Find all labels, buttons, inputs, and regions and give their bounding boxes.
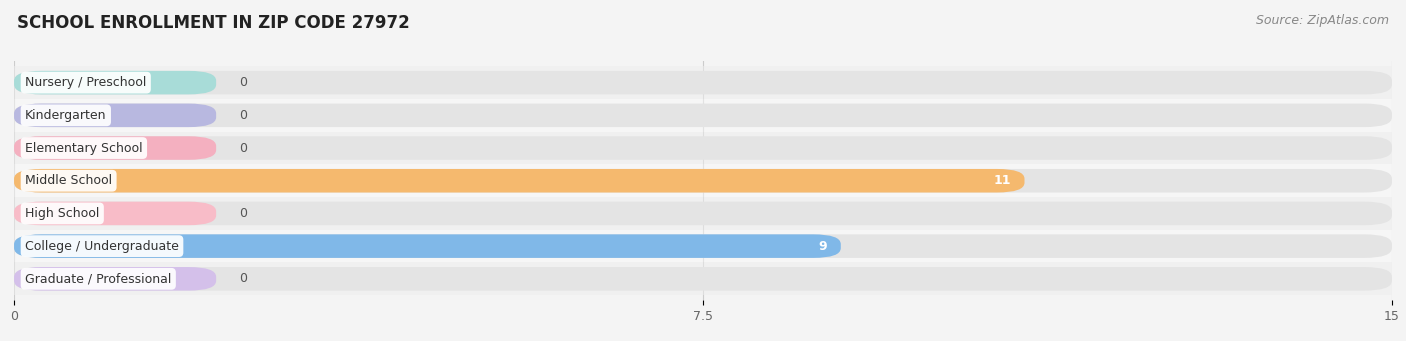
FancyBboxPatch shape — [14, 169, 1392, 193]
Text: College / Undergraduate: College / Undergraduate — [25, 240, 179, 253]
FancyBboxPatch shape — [14, 202, 217, 225]
Text: 0: 0 — [239, 272, 247, 285]
FancyBboxPatch shape — [14, 136, 1392, 160]
Text: Middle School: Middle School — [25, 174, 112, 187]
Text: Nursery / Preschool: Nursery / Preschool — [25, 76, 146, 89]
Bar — [14, 263, 1392, 295]
FancyBboxPatch shape — [14, 71, 217, 94]
FancyBboxPatch shape — [14, 267, 217, 291]
Text: High School: High School — [25, 207, 100, 220]
Text: 9: 9 — [818, 240, 827, 253]
FancyBboxPatch shape — [14, 169, 1025, 193]
FancyBboxPatch shape — [14, 104, 217, 127]
Bar — [14, 99, 1392, 132]
Text: 0: 0 — [239, 207, 247, 220]
Text: Elementary School: Elementary School — [25, 142, 142, 154]
FancyBboxPatch shape — [14, 136, 217, 160]
Text: SCHOOL ENROLLMENT IN ZIP CODE 27972: SCHOOL ENROLLMENT IN ZIP CODE 27972 — [17, 14, 409, 32]
Text: 0: 0 — [239, 142, 247, 154]
Text: Kindergarten: Kindergarten — [25, 109, 107, 122]
FancyBboxPatch shape — [14, 234, 841, 258]
Text: 0: 0 — [239, 109, 247, 122]
FancyBboxPatch shape — [14, 234, 1392, 258]
Bar — [14, 164, 1392, 197]
Text: 0: 0 — [239, 76, 247, 89]
FancyBboxPatch shape — [14, 202, 1392, 225]
FancyBboxPatch shape — [14, 267, 1392, 291]
FancyBboxPatch shape — [14, 71, 1392, 94]
Bar — [14, 197, 1392, 230]
Text: Source: ZipAtlas.com: Source: ZipAtlas.com — [1256, 14, 1389, 27]
FancyBboxPatch shape — [14, 104, 1392, 127]
Bar — [14, 66, 1392, 99]
Text: 11: 11 — [993, 174, 1011, 187]
Bar — [14, 132, 1392, 164]
Bar — [14, 230, 1392, 263]
Text: Graduate / Professional: Graduate / Professional — [25, 272, 172, 285]
